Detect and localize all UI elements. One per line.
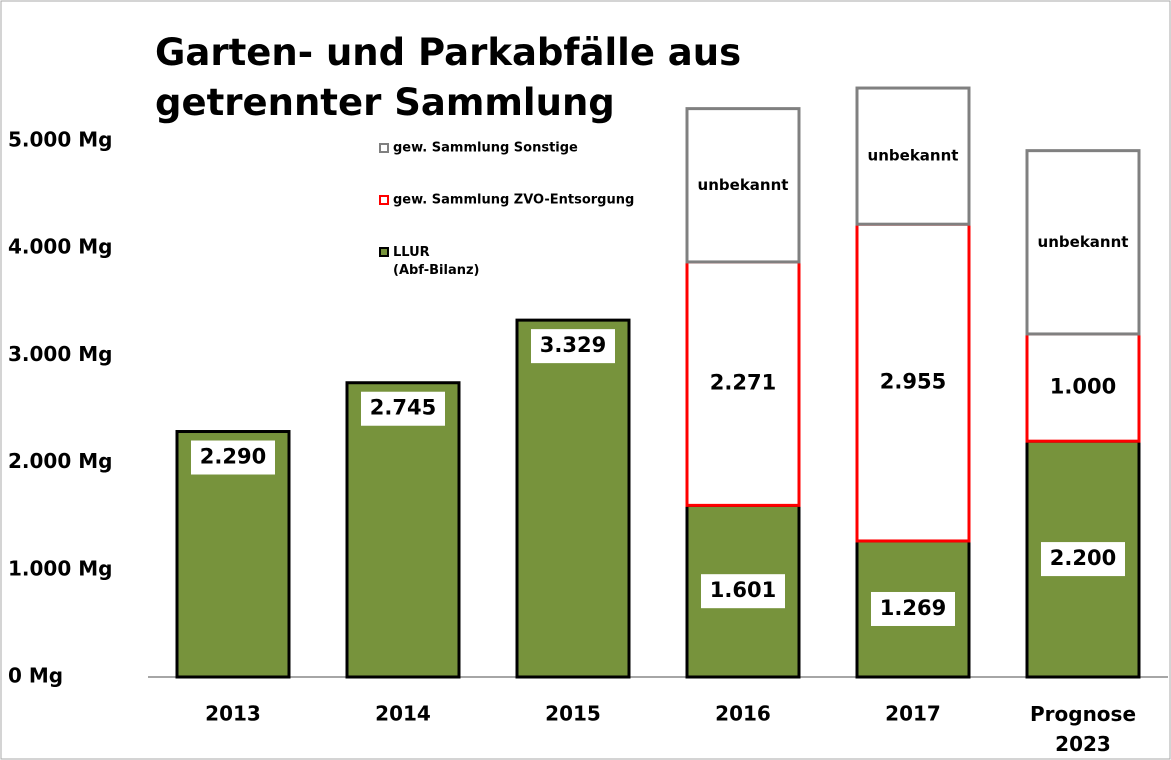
value-label: 2.955 [880, 370, 946, 394]
y-tick-label: 5.000 Mg [8, 128, 112, 152]
bar-segment [515, 318, 631, 679]
bar-segment [855, 86, 971, 226]
value-label: unbekannt [698, 176, 789, 194]
value-label: unbekannt [1038, 233, 1129, 251]
y-tick-label: 0 Mg [8, 664, 63, 688]
x-tick-label: 2013 [205, 702, 261, 726]
value-label: unbekannt [868, 147, 959, 165]
x-tick-label: 2015 [545, 702, 601, 726]
x-tick-label: 2016 [715, 702, 771, 726]
legend-swatch [379, 195, 389, 205]
value-label-box [191, 440, 275, 475]
value-label-box [871, 591, 955, 626]
legend-label: gew. Sammlung Sonstige [393, 141, 578, 156]
value-label-box [1041, 542, 1125, 577]
value-label: 1.601 [710, 578, 776, 602]
legend-label: gew. Sammlung ZVO-Entsorgung [393, 193, 634, 208]
value-label: 2.271 [710, 371, 776, 395]
value-label: 1.269 [880, 596, 946, 620]
legend-swatch [379, 143, 389, 153]
value-label: 2.745 [370, 396, 436, 420]
x-tick-label: Prognose 2023 [1030, 702, 1136, 756]
x-tick-label: 2017 [885, 702, 941, 726]
value-label: 3.329 [540, 333, 606, 357]
bar-segment [345, 381, 461, 679]
value-label-box [1041, 370, 1125, 405]
value-label-box [701, 366, 785, 401]
legend-box [372, 128, 640, 288]
legend-swatch [379, 247, 389, 257]
y-tick-label: 1.000 Mg [8, 556, 112, 580]
legend-label: LLUR (Abf-Bilanz) [393, 245, 480, 278]
value-label: 2.200 [1050, 546, 1116, 570]
value-label: 1.000 [1050, 375, 1116, 399]
chart-title: Garten- und Parkabfälle aus getrennter S… [155, 31, 742, 124]
value-label: 2.290 [200, 445, 266, 469]
value-label-box [531, 329, 615, 364]
bar-segment [685, 107, 801, 264]
y-tick-label: 2.000 Mg [8, 449, 112, 473]
bar-segment [1025, 149, 1141, 336]
value-label-box [361, 391, 445, 426]
y-tick-label: 3.000 Mg [8, 342, 112, 366]
x-tick-label: 2014 [375, 702, 431, 726]
y-tick-label: 4.000 Mg [8, 235, 112, 259]
value-label-box [871, 365, 955, 400]
value-label-box [701, 574, 785, 609]
